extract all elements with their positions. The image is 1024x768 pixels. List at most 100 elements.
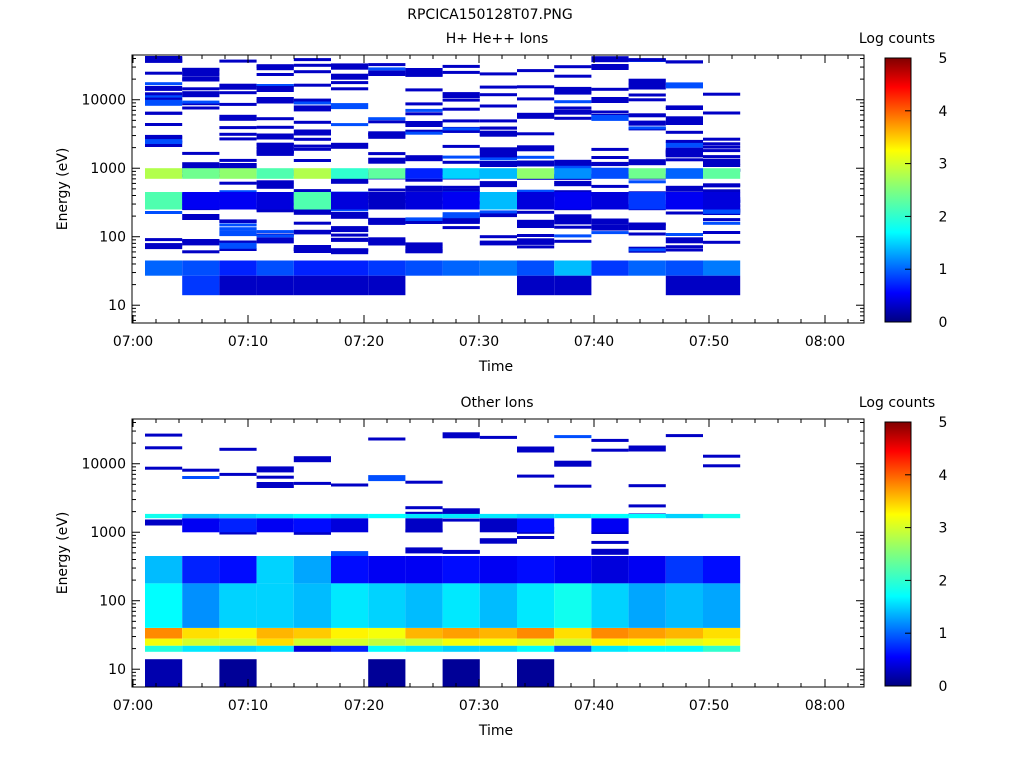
count-cell bbox=[219, 91, 257, 95]
count-cell bbox=[219, 168, 257, 179]
count-cell bbox=[517, 145, 555, 152]
count-cell bbox=[405, 168, 443, 179]
count-cell bbox=[591, 638, 629, 646]
count-cell bbox=[517, 168, 555, 179]
count-cell bbox=[368, 188, 406, 192]
count-cell bbox=[145, 168, 183, 179]
count-cell bbox=[219, 181, 257, 185]
count-cell bbox=[703, 92, 741, 96]
count-cell bbox=[331, 65, 369, 69]
count-cell bbox=[517, 132, 555, 136]
count-cell bbox=[479, 645, 517, 652]
count-cell bbox=[145, 99, 183, 106]
count-cell bbox=[405, 242, 443, 246]
y-axis: 10 100 1000 10000 bbox=[81, 422, 864, 685]
count-cell bbox=[517, 155, 555, 159]
count-cell bbox=[591, 156, 629, 159]
count-cell bbox=[703, 260, 741, 276]
count-cell bbox=[665, 513, 703, 519]
count-cell bbox=[591, 231, 629, 235]
count-cell bbox=[368, 135, 406, 139]
count-cell bbox=[665, 60, 703, 64]
count-cell bbox=[405, 260, 443, 276]
count-cell bbox=[665, 148, 703, 152]
count-cell bbox=[665, 237, 703, 244]
count-cell bbox=[442, 188, 480, 192]
count-cell bbox=[517, 245, 555, 249]
count-cell bbox=[479, 104, 517, 108]
count-cell bbox=[591, 556, 629, 584]
count-cell bbox=[293, 83, 331, 87]
count-cell bbox=[331, 229, 369, 232]
panel-title: H+ He++ Ions bbox=[446, 31, 549, 47]
count-cell bbox=[591, 56, 629, 63]
count-cell bbox=[145, 645, 183, 652]
count-cell bbox=[442, 216, 480, 223]
count-cell bbox=[554, 225, 592, 229]
count-cell bbox=[628, 122, 666, 126]
count-cell bbox=[554, 234, 592, 238]
count-cell bbox=[219, 163, 257, 169]
count-cell bbox=[517, 260, 555, 276]
count-cell bbox=[405, 185, 443, 192]
count-cell bbox=[256, 234, 294, 238]
count-cell bbox=[219, 628, 257, 639]
count-cell bbox=[517, 556, 555, 584]
count-cell bbox=[517, 192, 555, 210]
count-cell bbox=[554, 513, 592, 519]
count-cell bbox=[442, 119, 480, 123]
count-cell bbox=[182, 91, 220, 98]
count-cell bbox=[219, 102, 257, 106]
count-cell bbox=[293, 221, 331, 225]
count-cell bbox=[479, 85, 517, 89]
count-cell bbox=[145, 111, 183, 115]
count-cell bbox=[591, 192, 629, 210]
count-cell bbox=[145, 519, 183, 526]
count-cell bbox=[293, 513, 331, 519]
count-cell bbox=[665, 139, 703, 143]
count-cell bbox=[256, 628, 294, 639]
count-cell bbox=[182, 67, 220, 71]
count-cell bbox=[591, 583, 629, 628]
count-cell bbox=[331, 103, 369, 110]
count-cell bbox=[628, 583, 666, 628]
count-cell bbox=[256, 142, 294, 149]
count-cell bbox=[293, 208, 331, 215]
y-axis-label: Energy (eV) bbox=[55, 512, 71, 595]
count-cell bbox=[256, 86, 294, 92]
count-cell bbox=[665, 645, 703, 652]
count-cell bbox=[219, 242, 257, 249]
x-tick-label: 07:50 bbox=[689, 698, 729, 714]
count-cell bbox=[368, 659, 406, 687]
count-cell bbox=[554, 192, 592, 210]
colorbar-gradient bbox=[884, 57, 912, 323]
count-cell bbox=[145, 628, 183, 639]
count-cell bbox=[405, 511, 443, 515]
count-cell bbox=[479, 168, 517, 179]
count-cell bbox=[145, 466, 183, 470]
count-cell bbox=[405, 638, 443, 646]
colorbar-tick-label: 3 bbox=[939, 521, 948, 537]
x-tick-label: 07:00 bbox=[113, 698, 153, 714]
colorbar-gradient bbox=[884, 421, 912, 687]
count-cell bbox=[182, 468, 220, 472]
count-cell bbox=[628, 114, 666, 118]
count-cell bbox=[405, 68, 443, 74]
count-cell bbox=[368, 583, 406, 628]
count-cell bbox=[145, 92, 183, 96]
count-cell bbox=[442, 432, 480, 439]
count-cell bbox=[145, 56, 183, 63]
x-tick-label: 08:00 bbox=[805, 698, 845, 714]
count-cell bbox=[219, 472, 257, 476]
count-cell bbox=[293, 192, 331, 210]
count-cell bbox=[442, 144, 480, 148]
x-tick-label: 07:30 bbox=[459, 334, 499, 350]
count-cell bbox=[331, 638, 369, 646]
x-tick-label: 07:00 bbox=[113, 334, 153, 350]
count-cell bbox=[703, 513, 741, 519]
count-cell bbox=[219, 223, 257, 227]
count-cell bbox=[479, 260, 517, 276]
count-cell bbox=[665, 638, 703, 646]
